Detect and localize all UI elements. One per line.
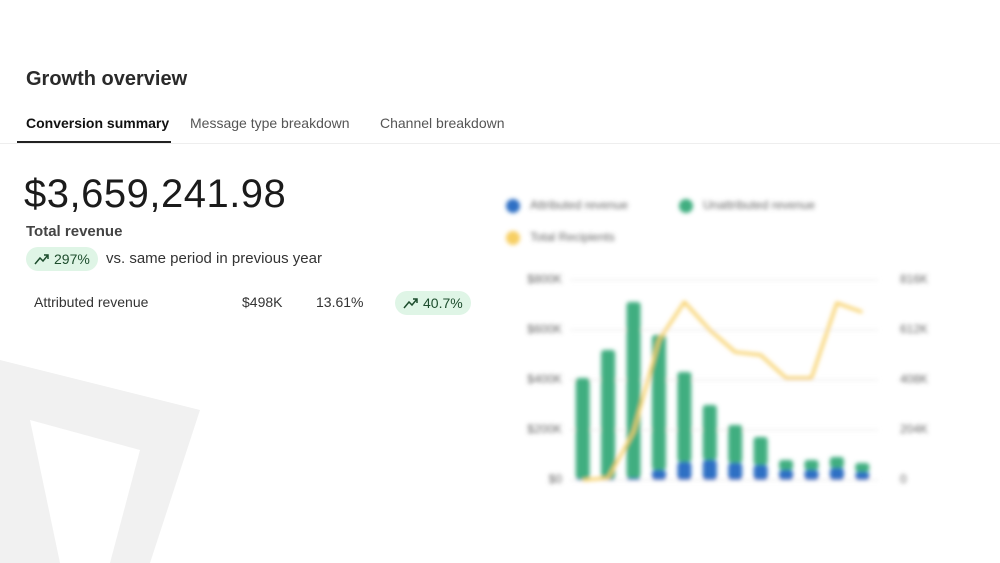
bar-segment	[651, 335, 666, 470]
legend-label: Total Recipients	[530, 230, 615, 244]
y-tick-label: $800K	[527, 272, 562, 286]
bar-segment	[804, 460, 819, 470]
legend-label: Unattributed revenue	[703, 198, 815, 212]
trend-icon	[34, 254, 49, 265]
y-tick-label: $600K	[527, 322, 562, 336]
bar-segment	[855, 463, 870, 472]
bar-segment	[601, 350, 616, 479]
bar-segment	[651, 470, 666, 480]
bar-segment	[702, 405, 717, 460]
bar-segment	[728, 425, 743, 463]
y-tick-label: $400K	[527, 372, 562, 386]
total-amount: $3,659,241.98	[24, 172, 287, 216]
bar-segment	[753, 465, 768, 480]
bar-segment	[829, 457, 844, 468]
bar-segment	[702, 460, 717, 480]
amount-label: Total revenue	[26, 223, 123, 240]
line	[582, 300, 863, 482]
change-badge: 297%	[26, 247, 98, 271]
bar-segment	[804, 470, 819, 480]
bar-segment	[677, 372, 692, 462]
legend-swatch	[679, 199, 693, 213]
divider	[0, 143, 1000, 144]
trend-icon	[403, 298, 418, 309]
bar-segment	[779, 460, 794, 470]
legend-label: Attributed revenue	[530, 198, 628, 212]
change-badge: 40.7%	[395, 291, 471, 315]
bar-segment	[728, 463, 743, 480]
page-title: Growth overview	[26, 68, 188, 90]
tab[interactable]: Message type breakdown	[190, 115, 350, 131]
legend-swatch	[506, 231, 520, 245]
bar-segment	[829, 468, 844, 480]
bar-segment	[626, 478, 641, 480]
bar-segment	[753, 437, 768, 465]
change-value: 40.7%	[423, 295, 463, 311]
change-value: 297%	[54, 251, 90, 267]
bar-segment	[626, 302, 641, 478]
y2-tick-label: 408K	[900, 372, 928, 386]
bar-segment	[779, 470, 794, 480]
bar-segment	[575, 378, 590, 479]
y-tick-label: $200K	[527, 422, 562, 436]
y-tick-label: $0	[549, 472, 563, 486]
legend-swatch	[506, 199, 520, 213]
comparison-text: vs. same period in previous year	[106, 250, 322, 267]
breakdown-amount: $498K	[242, 294, 283, 310]
y2-tick-label: 0	[900, 472, 907, 486]
bar-segment	[855, 472, 870, 480]
y2-tick-label: 204K	[900, 422, 928, 436]
background-logo	[0, 360, 200, 563]
y2-tick-label: 816K	[900, 272, 928, 286]
bar-segment	[677, 462, 692, 480]
tab-indicator	[17, 141, 171, 143]
chart-body: $0 $200K $400K $600K $800K 0 204K 408K 612K 816K A…	[506, 198, 928, 486]
breakdown-share: 13.61%	[316, 294, 364, 310]
y2-tick-label: 612K	[900, 322, 928, 336]
tab[interactable]: Channel breakdown	[380, 115, 505, 131]
tab[interactable]: Conversion summary	[26, 115, 170, 131]
breakdown-label: Attributed revenue	[34, 294, 149, 310]
